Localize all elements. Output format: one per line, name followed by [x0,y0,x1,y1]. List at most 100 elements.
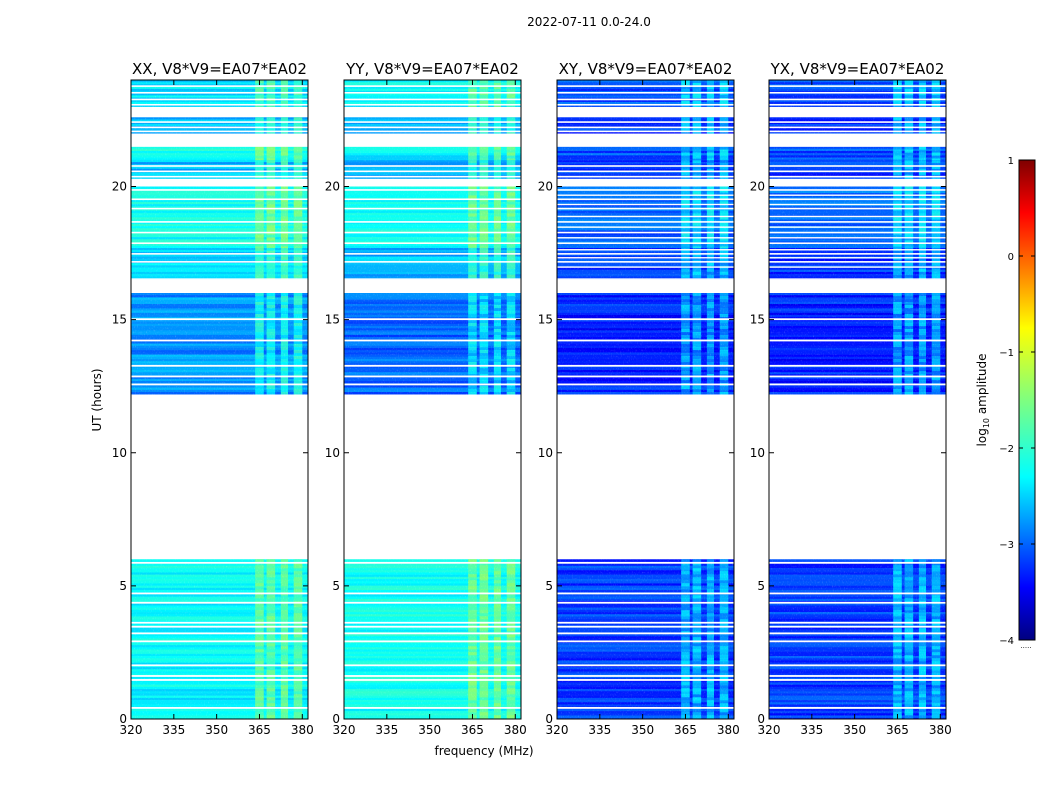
x-tick-label: 365 [674,723,697,737]
y-tick-label: 20 [325,180,340,194]
flagged-row [769,121,946,123]
colorbar-tick-label: 0 [1008,252,1014,263]
flagged-row [769,103,946,106]
flagged-row [557,91,734,94]
x-tick-label: 380 [504,723,527,737]
y-tick-label: 5 [545,579,553,593]
flagged-row [344,130,521,133]
panel-frame [768,79,947,720]
flagged-row [344,561,521,564]
flagged-row [557,664,734,667]
flagged-row [769,561,946,564]
colorbar-gradient [1018,159,1036,641]
flagged-row [344,170,521,173]
flagged-row [131,621,308,624]
flagged-row [769,189,946,191]
flagged-row [344,364,521,367]
flagged-row [557,249,734,251]
flagged-row [131,85,308,87]
flagged-row [131,675,308,677]
flagged-row [344,318,521,321]
flagged-row [769,675,946,677]
flagged-row [769,221,946,223]
noise-overlay [557,80,734,395]
flagged-row [344,375,521,378]
flagged-row [344,175,521,178]
flagged-row [769,383,946,386]
flagged-row [769,253,946,255]
flagged-row [344,383,521,386]
x-axis-label: frequency (MHz) [434,744,533,758]
flagged-row [131,383,308,386]
y-tick-label: 0 [332,712,340,726]
flagged-row [344,85,521,87]
flagged-row [131,170,308,173]
flagged-rows [769,85,946,709]
flagged-row [769,194,946,196]
flagged-row [557,207,734,210]
flagged-row [344,242,521,245]
flagged-row [557,592,734,595]
y-tick-label: 5 [757,579,765,593]
flagged-row [769,664,946,667]
flagged-row [131,625,308,628]
x-tick-label: 335 [375,723,398,737]
flagged-row [344,601,521,604]
y-tick-label: 5 [332,579,340,593]
flagged-row [557,632,734,635]
flagged-row [557,383,734,386]
flagged-row [131,183,308,186]
flagged-row [557,266,734,268]
flagged-row [557,237,734,239]
flagged-row [344,592,521,595]
flagged-row [344,207,521,210]
colorbar-tick-label: −1 [999,348,1014,359]
flagged-row [131,318,308,321]
flagged-row [344,625,521,628]
y-tick-label: 5 [119,579,127,593]
y-tick-label: 20 [538,180,553,194]
flagged-row [131,207,308,210]
noise-overlay [131,80,308,395]
flagged-row [131,126,308,129]
flagged-row [557,625,734,628]
flagged-row [769,183,946,186]
flagged-row [769,198,946,201]
flagged-row [557,126,734,129]
flagged-rows [344,85,521,709]
x-tick-label: 335 [800,723,823,737]
flagged-row [131,165,308,167]
flagged-row [557,165,734,167]
flagged-row [344,91,521,94]
flagged-row [769,85,946,87]
y-tick-label: 15 [538,313,553,327]
flagged-row [131,375,308,378]
flagged-row [557,98,734,101]
flagged-row [769,249,946,251]
flagged-row [557,621,734,624]
flagged-row [769,266,946,268]
flagged-row [769,203,946,206]
flagged-row [769,175,946,178]
flagged-row [557,183,734,186]
flagged-row [557,203,734,206]
flagged-row [344,98,521,101]
colorbar-footer: ..... [1020,642,1031,650]
flagged-row [344,339,521,342]
flagged-row [557,189,734,191]
y-tick-label: 20 [112,180,127,194]
panel-title: YX, V8*V9=EA07*EA02 [770,60,945,78]
flagged-row [557,257,734,259]
x-tick-label: 350 [631,723,654,737]
flagged-row [344,679,521,681]
colorbar-ticks: 1 0 −1 −2 −3 −4 [999,156,1035,647]
panel-title: XY, V8*V9=EA07*EA02 [559,60,733,78]
noise-overlay [131,559,308,719]
flagged-row [344,103,521,106]
flagged-row [557,121,734,123]
flagged-row [557,85,734,87]
x-tick-label: 365 [461,723,484,737]
flagged-row [344,253,521,255]
flagged-row [131,121,308,123]
colorbar-tick-label: 1 [1008,156,1014,167]
